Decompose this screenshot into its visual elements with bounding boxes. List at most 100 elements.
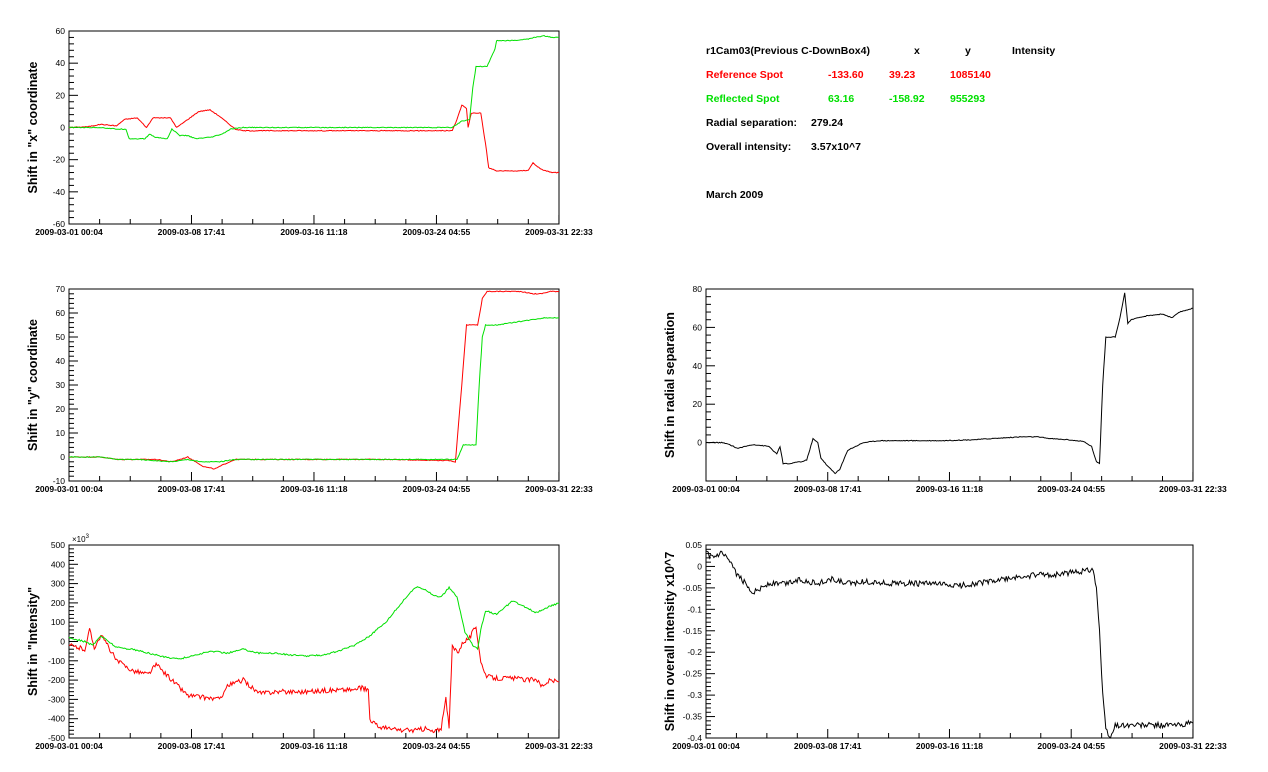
x-tick-label: 2009-03-16 11:18 [916, 484, 983, 494]
y-tick-label: 40 [56, 58, 66, 68]
x-tick-label: 2009-03-08 17:41 [794, 741, 862, 751]
plot-frame [705, 544, 1194, 739]
y-axis-title: Shift in overall intensity x10^7 [663, 552, 677, 732]
chart-panel-3: -500 -400 -300 -200 -100 0 100 200 300 400 500 2009… [26, 534, 593, 751]
x-tick-label: 2009-03-24 04:55 [403, 227, 471, 237]
y-tick-label: 300 [51, 579, 65, 589]
y-tick-label: 20 [56, 90, 66, 100]
y-tick-label: -0.1 [687, 604, 702, 614]
y-tick-label: 0 [697, 438, 702, 448]
period-label: March 2009 [706, 189, 764, 201]
x-tick-label: 2009-03-31 22:33 [525, 741, 593, 751]
radial-separation-label: Radial separation: [706, 117, 798, 129]
reference-spot-label: Reference Spot [706, 69, 784, 81]
series-line-reflected [69, 316, 560, 463]
x-tick-label: 2009-03-08 17:41 [158, 227, 226, 237]
y-axis-title: Shift in "x" coordinate [26, 61, 40, 193]
x-tick-label: 2009-03-16 11:18 [916, 741, 983, 751]
y-tick-label: 60 [56, 308, 66, 318]
camera-label: r1Cam03(Previous C-DownBox4) [706, 45, 870, 57]
y-tick-label: -0.15 [683, 626, 703, 636]
radial-separation-value: 279.24 [811, 117, 844, 129]
y-tick-label: 0 [697, 561, 702, 571]
x-tick-label: 2009-03-31 22:33 [525, 484, 593, 494]
x-tick-label: 2009-03-16 11:18 [280, 227, 347, 237]
x-tick-label: 2009-03-01 00:04 [672, 484, 740, 494]
series-line-reflected [68, 34, 560, 140]
y-tick-label: 60 [693, 322, 703, 332]
y-tick-label: 20 [56, 404, 66, 414]
x-tick-label: 2009-03-24 04:55 [1037, 484, 1105, 494]
y-multiplier: ×103 [72, 534, 90, 544]
reference-spot-intensity: 1085140 [950, 69, 991, 81]
y-tick-label: -0.05 [683, 583, 703, 593]
x-tick-label: 2009-03-08 17:41 [794, 484, 862, 494]
overall-intensity-label: Overall intensity: [706, 141, 792, 153]
reflected-spot-intensity: 955293 [950, 93, 986, 105]
y-tick-label: -0.3 [687, 690, 702, 700]
series-line-reflected [68, 585, 560, 660]
x-tick-label: 2009-03-24 04:55 [403, 741, 471, 751]
x-tick-label: 2009-03-16 11:18 [280, 741, 347, 751]
y-tick-label: 60 [56, 26, 66, 36]
y-tick-label: 30 [56, 380, 66, 390]
y-axis-title: Shift in "Intensity" [26, 587, 40, 696]
y-tick-label: 40 [56, 356, 66, 366]
y-axis-title: Shift in radial separation [663, 312, 677, 458]
x-tick-label: 2009-03-01 00:04 [35, 741, 103, 751]
y-tick-label: -500 [48, 733, 65, 743]
y-tick-label: 80 [693, 284, 703, 294]
y-axis-title: Shift in "y" coordinate [26, 319, 40, 451]
plot-frame [68, 288, 560, 482]
y-tick-label: 100 [51, 617, 65, 627]
reflected-spot-x: 63.16 [828, 93, 855, 105]
y-tick-label: 0 [60, 637, 65, 647]
x-tick-label: 2009-03-31 22:33 [1159, 741, 1227, 751]
y-tick-label: -100 [48, 656, 65, 666]
x-tick-label: 2009-03-08 17:41 [158, 741, 226, 751]
y-tick-label: -10 [53, 476, 66, 486]
series-line-reference [68, 290, 560, 470]
y-tick-label: 200 [51, 598, 65, 608]
y-tick-label: 400 [51, 559, 65, 569]
y-tick-label: -20 [53, 155, 66, 165]
y-tick-label: 500 [51, 540, 65, 550]
reflected-spot-label: Reflected Spot [706, 93, 780, 105]
y-tick-label: 0 [60, 452, 65, 462]
y-tick-label: -400 [48, 714, 65, 724]
x-tick-label: 2009-03-16 11:18 [280, 484, 347, 494]
overall-intensity-value: 3.57x10^7 [811, 141, 861, 153]
y-tick-label: 40 [693, 361, 703, 371]
x-tick-label: 2009-03-01 00:04 [672, 741, 740, 751]
chart-panel-4: 0 20 40 60 80 2009-03-01 00:04 2009-03-08 17:4… [663, 284, 1227, 494]
y-tick-label: 0.05 [685, 540, 702, 550]
y-tick-label: 70 [56, 284, 66, 294]
chart-panel-2: -10 0 10 20 30 40 50 60 70 2009-03-01 00:04 2009-0… [26, 284, 593, 494]
series-line-reference [68, 626, 560, 734]
x-tick-label: 2009-03-24 04:55 [1037, 741, 1105, 751]
column-x-header: x [914, 45, 920, 57]
series-line-single [705, 550, 1194, 739]
y-tick-label: 20 [693, 399, 703, 409]
y-tick-label: -200 [48, 675, 65, 685]
y-tick-label: -0.35 [683, 712, 703, 722]
reference-spot-x: -133.60 [828, 69, 864, 81]
y-tick-label: -0.2 [687, 647, 702, 657]
y-tick-label: 10 [56, 428, 66, 438]
y-tick-label: -40 [53, 187, 66, 197]
reference-spot-y: 39.23 [889, 69, 916, 81]
column-y-header: y [965, 45, 971, 57]
x-tick-label: 2009-03-01 00:04 [35, 227, 103, 237]
plot-frame [68, 544, 560, 739]
y-tick-label: -60 [53, 219, 66, 229]
x-tick-label: 2009-03-31 22:33 [525, 227, 593, 237]
y-tick-label: 0 [60, 123, 65, 133]
column-intensity-header: Intensity [1012, 45, 1056, 57]
x-tick-label: 2009-03-08 17:41 [158, 484, 226, 494]
x-tick-label: 2009-03-31 22:33 [1159, 484, 1227, 494]
y-tick-label: -0.4 [687, 733, 702, 743]
x-tick-label: 2009-03-01 00:04 [35, 484, 103, 494]
chart-panel-5: -0.4 -0.35 -0.3 -0.25 -0.2 -0.15 -0.1 -0.05 0 0.0… [663, 540, 1227, 751]
y-tick-label: -0.25 [683, 669, 703, 679]
